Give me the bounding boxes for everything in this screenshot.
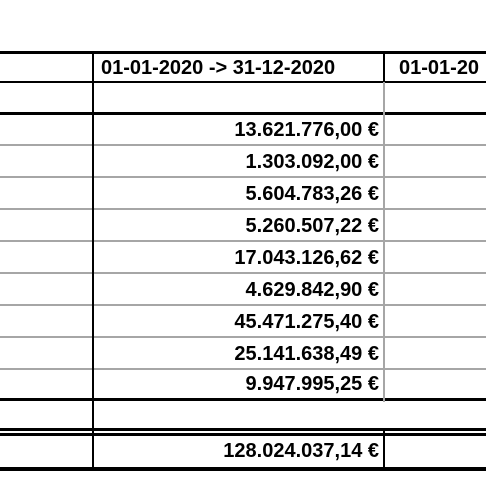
amount-cell: 45.471.275,40 € (234, 311, 379, 333)
amount-cell: 13.621.776,00 € (234, 119, 379, 141)
row-divider (0, 368, 486, 370)
amount-cell: 4.629.842,90 € (245, 279, 379, 301)
total-amount-cell: 128.024.037,14 € (223, 440, 379, 462)
amount-cell: 25.141.638,49 € (234, 343, 379, 365)
amount-cell: 1.303.092,00 € (245, 151, 379, 173)
blank-row-bottom-border (0, 112, 486, 115)
amount-cell: 5.260.507,22 € (245, 215, 379, 237)
row-divider (0, 176, 486, 178)
amount-cell: 5.604.783,26 € (245, 183, 379, 205)
total-bottom-border (0, 467, 486, 471)
column-header-period-2020: 01-01-2020 -> 31-12-2020 (101, 57, 336, 79)
column-header-next-period: 01-01-20 (399, 57, 480, 79)
total-top-border-a (0, 428, 486, 431)
row-divider (0, 272, 486, 274)
row-divider (0, 304, 486, 306)
column-border-right-total (383, 429, 385, 470)
column-border-right (383, 52, 385, 402)
column-border-right-header (383, 52, 385, 82)
row-divider (0, 144, 486, 146)
amount-cell: 17.043.126,62 € (234, 247, 379, 269)
header-bottom-border (0, 81, 486, 83)
row-divider (0, 240, 486, 242)
header-top-border (0, 51, 486, 54)
row-divider (0, 336, 486, 338)
amount-cell: 9.947.995,25 € (245, 373, 379, 395)
row-divider (0, 208, 486, 210)
data-rows-bottom-border (0, 398, 486, 401)
total-top-border-b (0, 433, 486, 436)
column-border-left (92, 52, 94, 470)
